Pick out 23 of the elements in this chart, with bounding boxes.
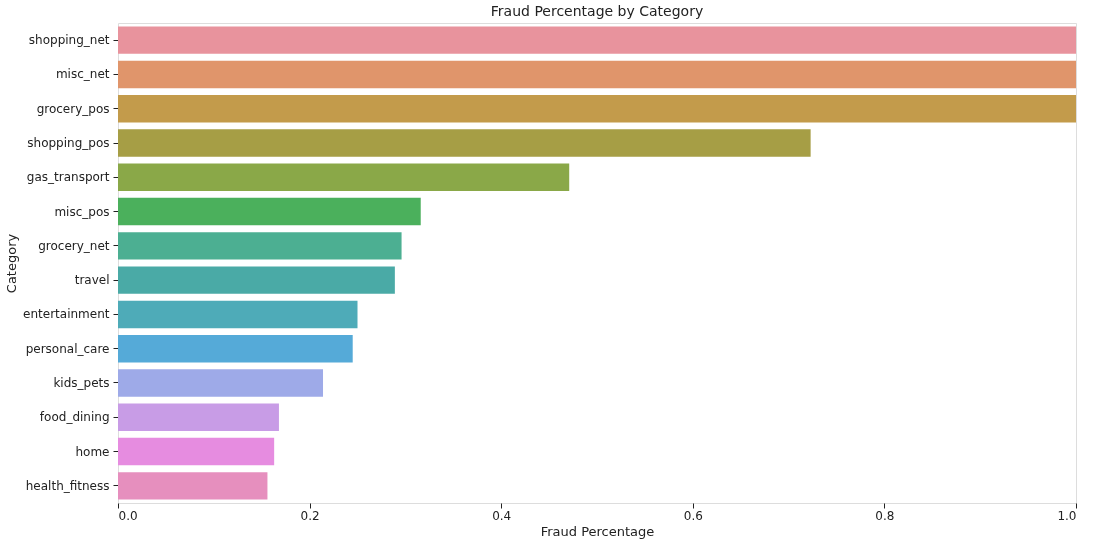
x-tick-label: 0.4 <box>492 508 512 523</box>
y-tick-label: misc_net <box>55 67 110 82</box>
y-tick-label: health_fitness <box>25 478 110 493</box>
y-tick-label: shopping_pos <box>27 136 110 150</box>
x-tick-label: 0.0 <box>118 508 138 523</box>
y-axis-title: Category <box>4 233 20 294</box>
y-tick-label: travel <box>74 273 110 288</box>
x-tick-label: 0.6 <box>683 508 703 523</box>
y-tick-label: home <box>75 444 110 459</box>
y-tick-label: gas_transport <box>26 170 110 185</box>
y-tick-label: personal_care <box>25 341 110 356</box>
y-tick-label: shopping_net <box>28 33 110 48</box>
y-tick-label: misc_pos <box>54 204 110 219</box>
y-tick-label: grocery_net <box>38 238 110 253</box>
chart-title: Fraud Percentage by Category <box>490 3 704 19</box>
y-tick-label: grocery_pos <box>36 101 110 116</box>
y-tick-label: food_dining <box>39 410 110 425</box>
x-tick-label: 0.2 <box>300 508 320 523</box>
x-tick-label: 0.8 <box>875 508 895 523</box>
y-tick-label: kids_pets <box>53 376 110 390</box>
x-axis-title: Fraud Percentage <box>540 523 655 539</box>
x-tick-label: 1.0 <box>1057 508 1077 523</box>
y-tick-label: entertainment <box>23 307 110 322</box>
